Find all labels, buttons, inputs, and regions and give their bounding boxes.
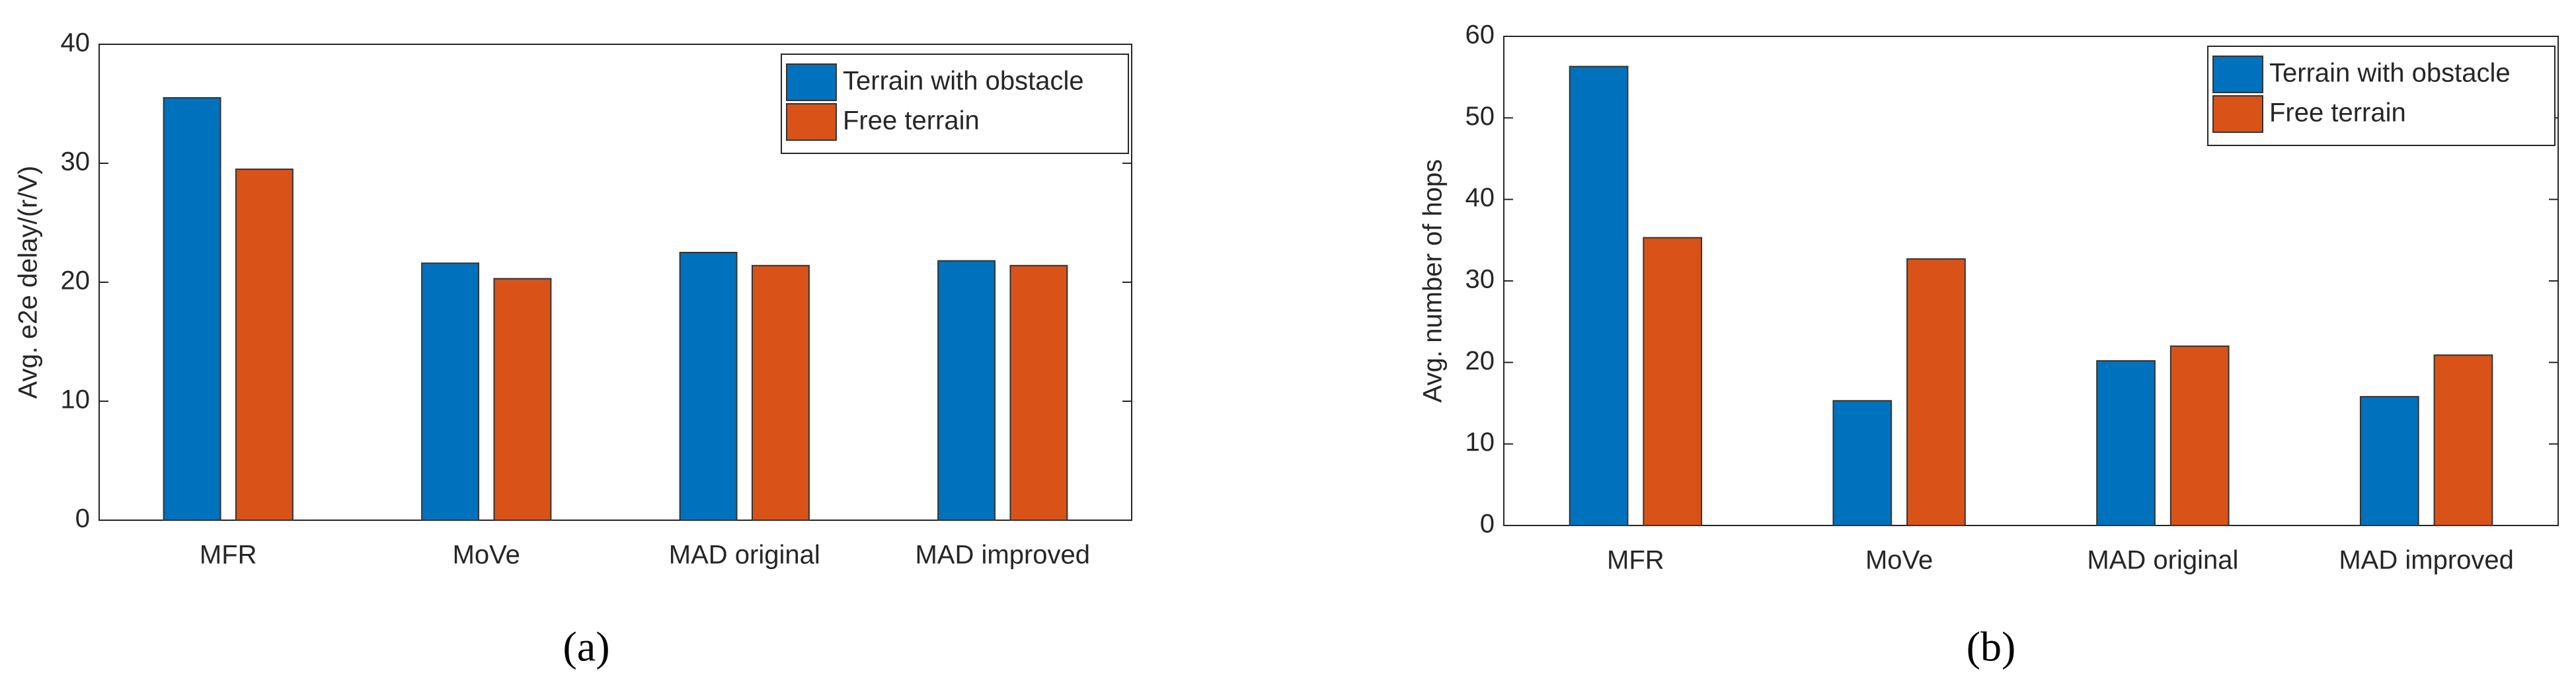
x-tick-label: MAD improved: [915, 541, 1090, 570]
legend-swatch: [786, 63, 837, 101]
bar: [163, 97, 221, 521]
bar: [2433, 354, 2493, 526]
legend-box: [2207, 46, 2556, 146]
legend-label: Terrain with obstacle: [2269, 59, 2511, 88]
y-tick-label: 0: [75, 504, 90, 533]
caption: (b): [1967, 623, 2016, 670]
y-axis-label: Avg. number of hops: [1419, 159, 1448, 403]
x-tick-label: MAD original: [669, 541, 820, 570]
x-tick-label: MFR: [200, 541, 257, 570]
x-tick-label: MoVe: [1865, 546, 1933, 575]
legend-label: Terrain with obstacle: [843, 67, 1084, 96]
bar: [493, 278, 552, 521]
y-tick-label: 50: [1465, 102, 1495, 131]
x-tick-label: MFR: [1607, 546, 1664, 575]
bar: [1009, 264, 1068, 521]
legend-label: Free terrain: [843, 106, 980, 136]
bar: [2359, 396, 2419, 527]
y-tick-label: 20: [61, 266, 91, 295]
x-tick-label: MoVe: [453, 541, 520, 570]
y-tick-label: 10: [61, 385, 91, 414]
bar: [751, 264, 810, 521]
bar: [1569, 65, 1629, 526]
y-tick-label: 0: [1480, 510, 1495, 539]
legend-swatch: [2212, 56, 2263, 93]
legend-label: Free terrain: [2269, 98, 2406, 128]
y-axis-label: Avg. e2e delay/(r/V): [14, 166, 43, 399]
legend-swatch: [786, 103, 837, 141]
y-tick-label: 10: [1465, 428, 1495, 457]
y-tick-label: 40: [61, 28, 91, 58]
bar: [937, 260, 996, 521]
legend-swatch: [2212, 95, 2263, 133]
x-tick-label: MAD original: [2087, 546, 2238, 575]
y-tick-label: 20: [1465, 346, 1495, 375]
y-tick-label: 30: [61, 147, 91, 176]
bar: [2169, 345, 2230, 527]
bar: [679, 252, 738, 521]
bar: [1643, 237, 1703, 526]
caption: (a): [563, 623, 609, 670]
y-tick-label: 60: [1465, 20, 1495, 50]
bar: [235, 169, 293, 521]
y-tick-label: 40: [1465, 183, 1495, 212]
x-tick-label: MAD improved: [2339, 546, 2514, 575]
bar: [1906, 258, 1966, 526]
bar: [2096, 360, 2156, 526]
y-tick-label: 30: [1465, 265, 1495, 294]
bar: [1832, 400, 1893, 526]
legend-box: [781, 54, 1129, 154]
bar: [421, 262, 480, 521]
